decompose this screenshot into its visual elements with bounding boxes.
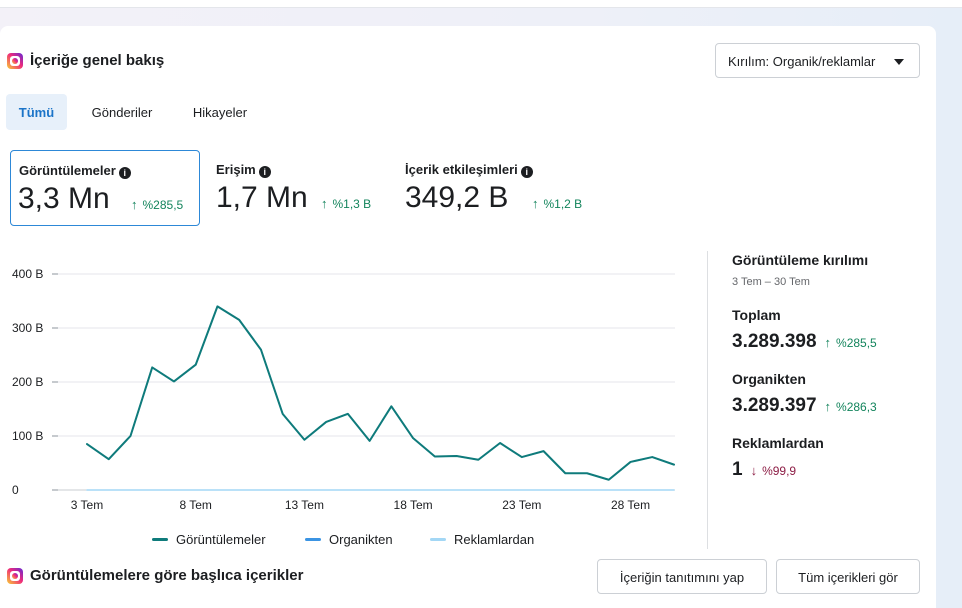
metric-change: ↑ %1,3 B [321,196,372,211]
breakdown-change: ↓ %99,9 [750,463,797,478]
section-title: İçeriğe genel bakış [30,52,165,69]
breakdown-ads-label: Reklamlardan [732,435,824,451]
breakdown-divider [707,251,708,549]
breakdown-total-label: Toplam [732,307,781,323]
metric-change: ↑ %285,5 [131,197,184,212]
y-tick-label: 0 [12,483,19,497]
legend-label: Görüntülemeler [176,532,266,547]
legend-swatch [152,538,168,541]
breakdown-change: ↑ %285,5 [824,335,877,350]
top-bar [0,0,962,8]
views-line-chart: 0 100 B 200 B 300 B 400 B 3 Tem 8 Tem 13 Tem 18 … [12,267,675,512]
arrow-up-icon: ↑ [824,335,832,350]
arrow-up-icon: ↑ [824,399,832,414]
arrow-up-icon: ↑ [131,197,138,212]
tab-label: Tümü [18,105,55,120]
promote-content-button[interactable]: İçeriğin tanıtımını yap [597,559,767,594]
metric-label: Görüntülemeler i [19,163,131,179]
content-overview-card: İçeriğe genel bakış Kırılım: Organik/rek… [0,26,936,608]
legend-swatch [305,538,321,541]
breakdown-total-value: 3.289.398 ↑ %285,5 [732,331,877,352]
see-all-content-button[interactable]: Tüm içerikleri gör [776,559,920,594]
legend-label: Organikten [329,532,393,547]
info-icon[interactable]: i [118,167,131,179]
y-tick-label: 400 B [12,267,43,281]
breakdown-organic-value: 3.289.397 ↑ %286,3 [732,395,877,416]
top-content-title: Görüntülemelere göre başlıca içerikler [30,567,304,584]
series-line-views [86,305,675,481]
y-tick-label: 300 B [12,321,43,335]
breakdown-title: Görüntüleme kırılımı [732,252,869,268]
info-icon[interactable]: i [258,166,271,178]
legend-label: Reklamlardan [454,532,535,547]
tab-all[interactable]: Tümü [6,94,67,130]
breakdown-change: ↑ %286,3 [824,399,877,414]
arrow-up-icon: ↑ [532,196,539,211]
metric-views[interactable]: Görüntülemeler i 3,3 Mn ↑ %285,5 [10,150,200,226]
arrow-up-icon: ↑ [321,196,328,211]
breakdown-dropdown[interactable]: Kırılım: Organik/reklamlar [715,43,920,78]
legend-swatch [430,538,446,541]
x-tick-label: 8 Tem [179,498,211,512]
info-icon[interactable]: i [520,166,533,178]
breakdown-organic-label: Organikten [732,371,806,387]
breakdown-dropdown-label: Kırılım: Organik/reklamlar [728,54,876,69]
tab-posts[interactable]: Gönderiler [80,94,164,130]
x-tick-label: 13 Tem [285,498,324,512]
caret-down-icon [894,59,904,65]
metric-label: İçerik etkileşimleri i [405,162,533,178]
metric-content-interactions[interactable]: İçerik etkileşimleri i 349,2 B ↑ %1,2 B [397,150,617,226]
tab-stories[interactable]: Hikayeler [180,94,260,130]
instagram-icon [7,568,23,584]
x-tick-label: 3 Tem [71,498,103,512]
series-line-organic [86,305,675,481]
breakdown-ads-value: 1 ↓ %99,9 [732,459,797,480]
metric-value: 3,3 Mn [18,182,110,215]
metric-value: 1,7 Mn [216,181,308,214]
x-tick-label: 28 Tem [611,498,650,512]
tab-label: Hikayeler [192,105,248,120]
metric-change: ↑ %1,2 B [532,196,583,211]
arrow-down-icon: ↓ [750,463,758,478]
breakdown-date-range: 3 Tem – 30 Tem [732,276,810,288]
tab-label: Gönderiler [91,105,153,120]
metric-label: Erişim i [216,162,271,178]
metric-reach[interactable]: Erişim i 1,7 Mn ↑ %1,3 B [208,150,393,226]
metric-value: 349,2 B [405,181,509,214]
y-tick-label: 200 B [12,375,43,389]
x-tick-label: 23 Tem [502,498,541,512]
instagram-icon [7,53,23,69]
y-tick-label: 100 B [12,429,43,443]
x-tick-label: 18 Tem [394,498,433,512]
